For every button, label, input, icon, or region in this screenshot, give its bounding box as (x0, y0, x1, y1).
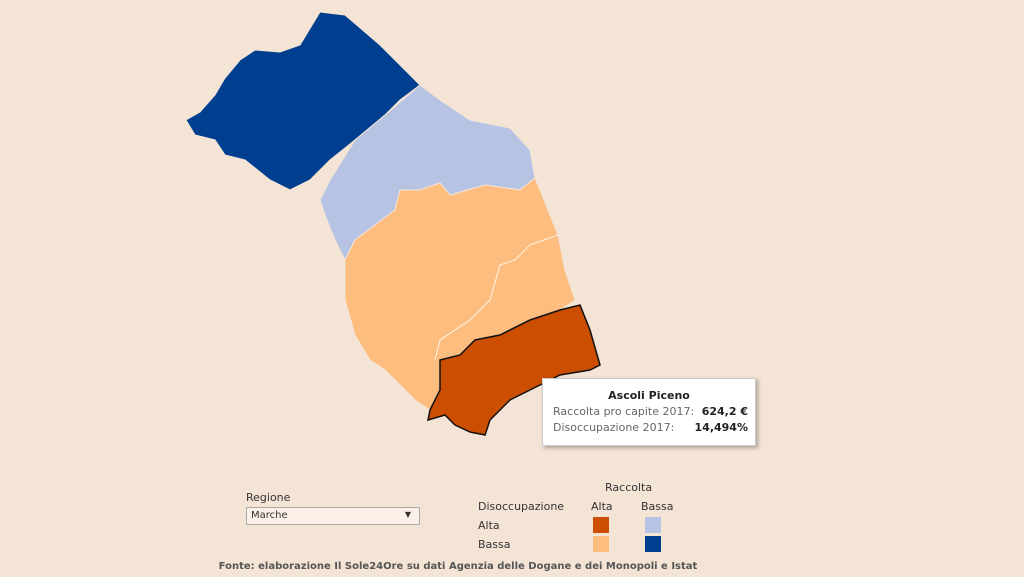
legend-column: Bassa (641, 500, 674, 513)
tooltip-value: 14,494% (694, 421, 748, 434)
tooltip: Ascoli Piceno Raccolta pro capite 2017: 6… (542, 378, 756, 446)
legend-swatch (593, 536, 609, 552)
tooltip-row: Raccolta pro capite 2017: 624,2 € (553, 405, 748, 418)
legend-swatch (593, 517, 609, 533)
tooltip-title: Ascoli Piceno (608, 389, 690, 402)
legend-row: Bassa (478, 538, 511, 551)
province-pesaro-urbino[interactable] (185, 11, 421, 191)
tooltip-row: Disoccupazione 2017: 14,494% (553, 421, 748, 434)
legend-row: Alta (478, 519, 500, 532)
tooltip-label: Disoccupazione 2017: (553, 421, 675, 434)
region-dropdown[interactable]: Marche ▼ (246, 507, 420, 525)
legend-row-title: Disoccupazione (478, 500, 565, 513)
source-note: Fonte: elaborazione Il Sole24Ore su dati… (218, 561, 698, 572)
dropdown-arrow: ▼ (404, 510, 411, 519)
filter-label: Regione (246, 491, 291, 504)
tooltip-value: 624,2 € (701, 405, 748, 418)
province-ascoli-piceno[interactable] (427, 304, 601, 436)
legend-swatch (645, 536, 661, 552)
tooltip-label: Raccolta pro capite 2017: (553, 405, 695, 418)
legend-column: Alta (591, 500, 613, 513)
map (185, 11, 601, 436)
legend-swatch (645, 517, 661, 533)
province-macerata-fermo[interactable] (344, 177, 576, 411)
legend-title: Raccolta (605, 481, 653, 494)
province-border (434, 234, 559, 361)
dropdown-value: Marche (251, 510, 288, 521)
